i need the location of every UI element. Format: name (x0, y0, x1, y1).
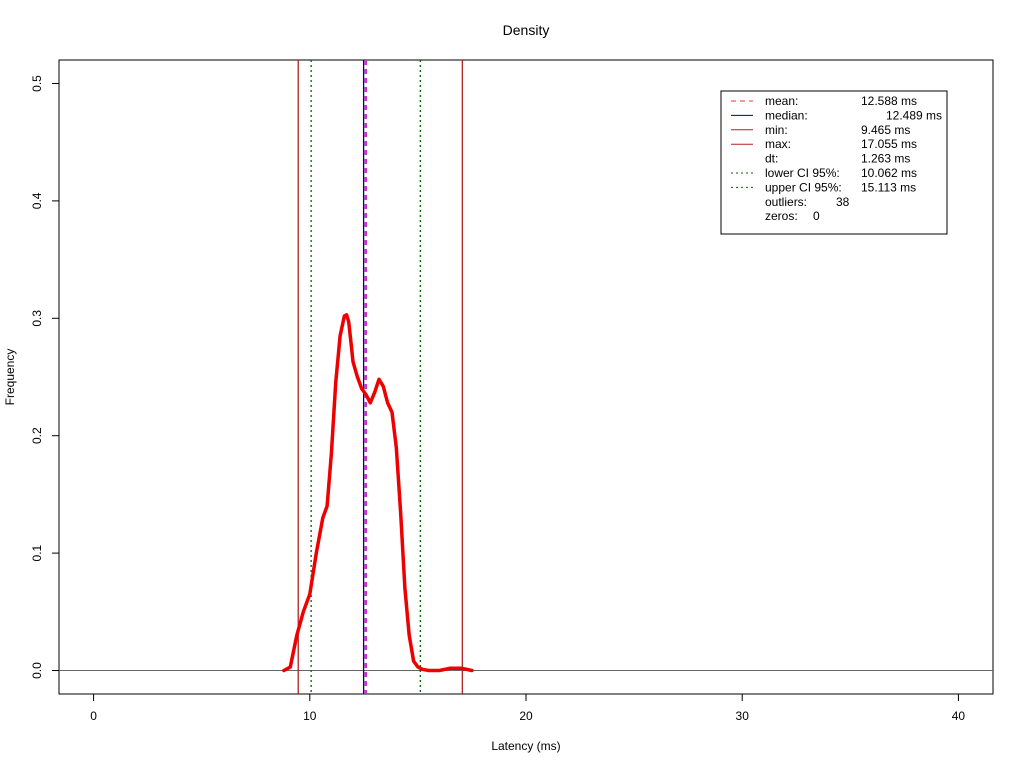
y-tick-label: 0.1 (30, 544, 44, 561)
x-axis: 0 10 20 30 40 (90, 693, 966, 723)
y-tick-label: 0.3 (30, 310, 44, 327)
legend-value: 1.263 ms (861, 152, 910, 166)
chart-title: Density (503, 22, 550, 38)
y-tick-label: 0.2 (30, 427, 44, 444)
legend-label: dt: (765, 152, 778, 166)
series-layer (282, 313, 474, 673)
x-axis-label: Latency (ms) (491, 739, 560, 753)
x-tick-label: 10 (303, 709, 317, 723)
x-tick-label: 0 (90, 709, 97, 723)
legend-label: outliers: (765, 195, 807, 209)
y-tick-label: 0.0 (30, 662, 44, 679)
legend-label: lower CI 95%: (765, 166, 840, 180)
legend-value: 10.062 ms (861, 166, 917, 180)
legend-label: median: (765, 108, 808, 122)
x-tick-label: 20 (519, 709, 533, 723)
legend-value: 12.588 ms (861, 94, 917, 108)
legend-value: 9.465 ms (861, 123, 910, 137)
x-tick-label: 30 (736, 709, 750, 723)
legend-label: zeros: (765, 209, 798, 223)
legend-label: max: (765, 137, 791, 151)
legend-box (720, 90, 948, 235)
y-axis-label: Frequency (3, 349, 17, 406)
legend-value: 12.489 ms (886, 108, 942, 122)
legend-value: 17.055 ms (861, 137, 917, 151)
y-tick-label: 0.5 (30, 75, 44, 92)
density-curve (282, 313, 474, 673)
legend-label: min: (765, 123, 788, 137)
legend: mean: 12.588 ms median: 12.489 ms min: 9.465 … (720, 90, 948, 235)
legend-label: mean: (765, 94, 798, 108)
reference-lines (297, 60, 463, 694)
legend-label: upper CI 95%: (765, 180, 842, 194)
y-tick-label: 0.4 (30, 192, 44, 209)
legend-value: 0 (813, 209, 820, 223)
x-tick-label: 40 (952, 709, 966, 723)
legend-value: 15.113 ms (861, 180, 916, 194)
y-axis: 0.0 0.1 0.2 0.3 0.4 0.5 (30, 75, 60, 679)
legend-value: 38 (836, 195, 850, 209)
